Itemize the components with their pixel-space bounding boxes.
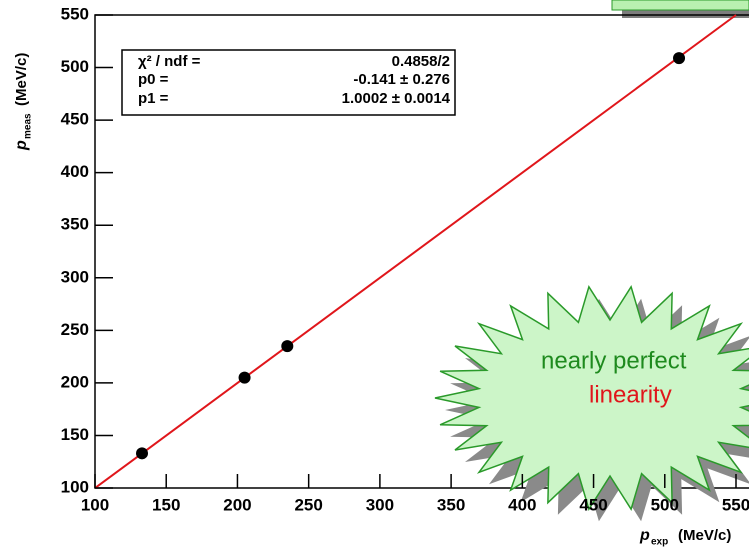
y-label-unit: (MeV/c) — [13, 53, 30, 106]
y-tick-label: 350 — [61, 215, 89, 234]
stats-label: p1 = — [138, 90, 169, 107]
x-tick-label: 550 — [722, 495, 749, 514]
page: nearly perfect linearity χ² / ndf = 0.485… — [0, 0, 749, 551]
x-tick-label: 500 — [651, 495, 679, 514]
data-point — [281, 340, 293, 352]
x-tick-label: 250 — [294, 495, 322, 514]
stats-label: p0 = — [138, 71, 169, 88]
data-point — [673, 52, 685, 64]
callout-text: linearity — [589, 381, 672, 408]
x-tick-label: 100 — [81, 495, 109, 514]
callout-group: nearly perfect linearity — [435, 287, 749, 521]
x-tick-label: 350 — [437, 495, 465, 514]
y-tick-label: 550 — [61, 4, 89, 23]
y-tick-label: 200 — [61, 372, 89, 391]
x-tick-label: 300 — [366, 495, 394, 514]
stats-value: -0.141 ± 0.276 — [353, 71, 450, 88]
stats-value: 0.4858/2 — [392, 53, 450, 70]
chart: nearly perfect linearity χ² / ndf = 0.485… — [0, 0, 749, 551]
x-label-unit: (MeV/c) — [678, 527, 731, 544]
y-label-symbol: p — [13, 140, 30, 151]
x-label-symbol: p — [639, 527, 650, 544]
y-tick-label: 150 — [61, 425, 89, 444]
stats-label: χ² / ndf = — [138, 53, 201, 70]
y-tick-label: 400 — [61, 162, 89, 181]
x-axis-title: p exp (MeV/c) — [639, 527, 731, 548]
y-label-subscript: meas — [23, 113, 34, 139]
x-tick-label: 400 — [508, 495, 536, 514]
x-tick-label: 450 — [579, 495, 607, 514]
x-tick-label: 200 — [223, 495, 251, 514]
data-point — [239, 372, 251, 384]
header-box — [612, 0, 749, 10]
y-tick-label: 250 — [61, 320, 89, 339]
y-tick-label: 100 — [61, 477, 89, 496]
y-tick-label: 300 — [61, 267, 89, 286]
callout-text: nearly perfect — [541, 347, 687, 374]
y-tick-label: 500 — [61, 57, 89, 76]
data-point — [136, 447, 148, 459]
x-tick-label: 150 — [152, 495, 180, 514]
stats-value: 1.0002 ± 0.0014 — [342, 90, 451, 107]
y-tick-label: 450 — [61, 110, 89, 129]
x-label-subscript: exp — [651, 537, 668, 548]
y-axis-title: p meas (MeV/c) — [13, 53, 34, 151]
